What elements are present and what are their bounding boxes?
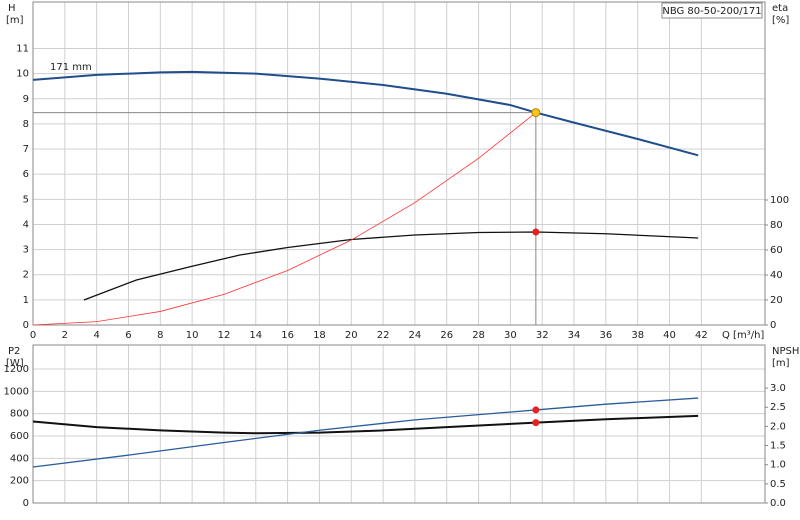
curve xyxy=(32,70,699,157)
y-tick-label: 200 xyxy=(10,476,29,487)
y-tick-label: 1200 xyxy=(4,364,29,375)
y2-tick-label: 2.0 xyxy=(770,421,786,432)
x-tick-label: 34 xyxy=(568,330,581,341)
x-tick-label: 20 xyxy=(345,330,358,341)
x-tick-label: 40 xyxy=(663,330,676,341)
y-tick-label: 7 xyxy=(23,144,29,155)
x-tick-label: 12 xyxy=(218,330,231,341)
x-tick-label: 28 xyxy=(472,330,485,341)
y-tick-label: 8 xyxy=(23,119,29,130)
y2-tick-label: 1.5 xyxy=(770,441,786,452)
y2-tick-label: 2.5 xyxy=(770,402,786,413)
y-tick-label: 2 xyxy=(23,270,29,281)
y-tick-label: 0 xyxy=(23,320,29,331)
y-tick-label: 5 xyxy=(23,194,29,205)
y2-tick-label: 40 xyxy=(770,270,783,281)
title-box xyxy=(661,2,763,19)
plot-frame xyxy=(32,1,766,326)
x-tick-label: 0 xyxy=(30,330,36,341)
y-tick-label: 400 xyxy=(10,453,29,464)
y-axis-label: P2 xyxy=(8,346,20,357)
plot-frame xyxy=(32,344,766,504)
y-tick-label: 3 xyxy=(23,245,29,256)
curve xyxy=(32,112,537,326)
y2-tick-label: 100 xyxy=(770,195,789,206)
x-tick-label: 30 xyxy=(504,330,517,341)
y2-tick-label: 0.0 xyxy=(770,498,786,509)
curve xyxy=(32,397,699,468)
x-tick-label: 24 xyxy=(409,330,422,341)
curve xyxy=(83,231,699,301)
x-tick-label: 26 xyxy=(440,330,453,341)
y-tick-label: 4 xyxy=(23,219,29,230)
x-axis-label: Q [m³/h] xyxy=(722,330,764,341)
y2-tick-label: 0.5 xyxy=(770,479,786,490)
y-tick-label: 0 xyxy=(23,498,29,509)
marker xyxy=(532,419,540,427)
x-tick-label: 2 xyxy=(62,330,68,341)
y-tick-label: 1000 xyxy=(4,386,29,397)
marker xyxy=(532,406,540,414)
y2-tick-label: 60 xyxy=(770,245,783,256)
x-tick-label: 32 xyxy=(536,330,549,341)
y2-axis-label: eta xyxy=(772,3,788,14)
x-tick-label: 14 xyxy=(249,330,262,341)
y2-axis-unit: [%] xyxy=(772,15,789,26)
y2-tick-label: 3.0 xyxy=(770,383,786,394)
x-tick-label: 16 xyxy=(281,330,294,341)
x-tick-label: 10 xyxy=(186,330,199,341)
marker xyxy=(532,228,540,236)
y2-tick-label: 1.0 xyxy=(770,460,786,471)
y2-tick-label: 20 xyxy=(770,295,783,306)
curve-label: 171 mm xyxy=(50,62,92,73)
y-axis-unit: [W] xyxy=(6,358,24,369)
y2-axis-unit: [m] xyxy=(772,358,790,369)
x-tick-label: 36 xyxy=(600,330,613,341)
y-tick-label: 800 xyxy=(10,409,29,420)
y-tick-label: 600 xyxy=(10,431,29,442)
x-tick-label: 18 xyxy=(313,330,326,341)
x-tick-label: 42 xyxy=(695,330,708,341)
x-tick-label: 4 xyxy=(93,330,99,341)
y-tick-label: 11 xyxy=(16,44,29,55)
y-tick-label: 9 xyxy=(23,94,29,105)
y-tick-label: 1 xyxy=(23,295,29,306)
y2-tick-label: 80 xyxy=(770,220,783,231)
x-tick-label: 8 xyxy=(157,330,163,341)
operating-point xyxy=(531,108,541,118)
x-tick-label: 22 xyxy=(377,330,390,341)
x-tick-label: 38 xyxy=(631,330,644,341)
y-tick-label: 6 xyxy=(23,169,29,180)
chart-title: NBG 80-50-200/171 xyxy=(662,6,761,17)
y2-axis-label: NPSH xyxy=(772,346,799,357)
x-tick-label: 6 xyxy=(125,330,131,341)
y-tick-label: 10 xyxy=(16,69,29,80)
y2-tick-label: 0 xyxy=(770,320,776,331)
curve xyxy=(32,414,699,435)
y-axis-unit: [m] xyxy=(6,15,24,26)
y-axis-label: H xyxy=(8,3,16,14)
